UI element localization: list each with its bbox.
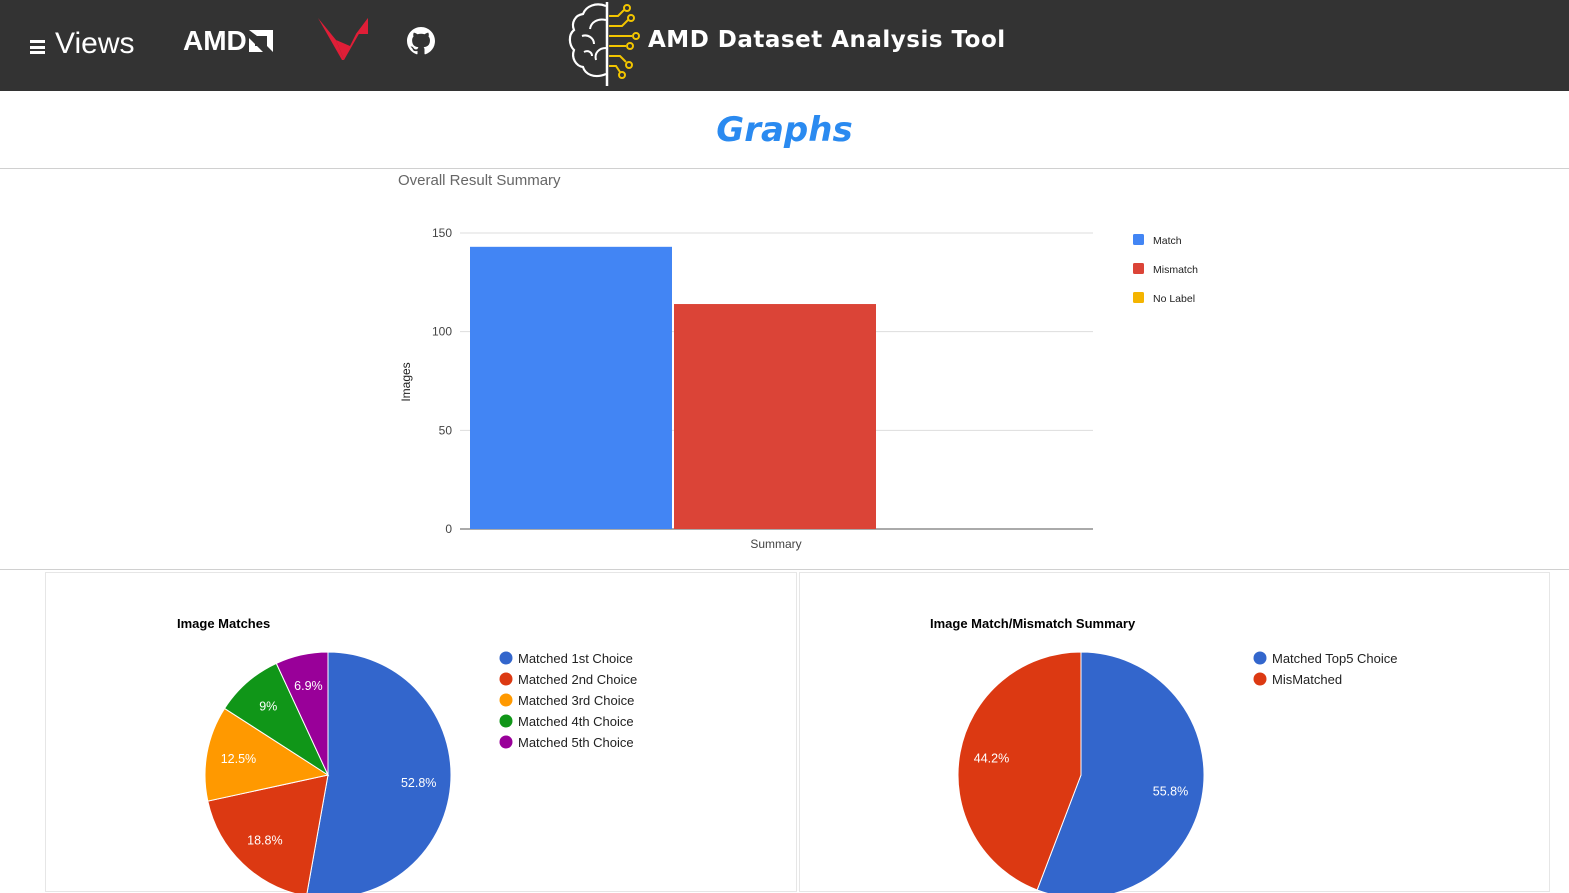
legend-label: Matched 4th Choice <box>518 714 634 729</box>
legend-swatch <box>499 714 513 728</box>
legend-label: MisMatched <box>1272 672 1342 687</box>
pie-slice <box>204 707 330 802</box>
legend-swatch <box>1253 651 1267 665</box>
legend-swatch <box>1133 263 1144 274</box>
legend-swatch <box>499 672 513 686</box>
pie-slice-label: 52.8% <box>401 776 436 790</box>
page-heading: Graphs <box>716 110 853 150</box>
brain-circuit-logo-icon <box>568 2 640 86</box>
pie-slice-label: 18.8% <box>247 834 282 848</box>
amd-logo-link[interactable]: AMD <box>183 25 273 56</box>
radeon-logo-icon[interactable] <box>316 16 370 62</box>
top-navbar: Views AMD AMD Dataset Analysis Tool <box>0 0 1569 91</box>
pie-slice-label: 44.2% <box>974 752 1009 766</box>
legend-swatch <box>499 693 513 707</box>
pie-slice <box>207 774 329 893</box>
legend-label: No Label <box>1153 293 1195 305</box>
legend-swatch <box>499 651 513 665</box>
legend-swatch <box>1253 672 1267 686</box>
bar-mismatch <box>674 304 876 529</box>
amd-logo-text: AMD <box>183 25 247 56</box>
views-label: Views <box>55 27 135 60</box>
pie-slice-label: 12.5% <box>221 752 256 766</box>
legend-label: Matched 5th Choice <box>518 735 634 750</box>
bar-match <box>470 246 672 529</box>
bar-chart-y-axis-label: Images <box>399 362 413 401</box>
divider <box>0 168 1569 169</box>
y-tick-label: 150 <box>432 226 452 240</box>
legend-label: Match <box>1153 235 1182 247</box>
pie-slice-label: 9% <box>259 699 277 713</box>
bar-chart-title: Overall Result Summary <box>398 172 561 189</box>
app-title: AMD Dataset Analysis Tool <box>648 27 1006 53</box>
legend-label: Matched 1st Choice <box>518 651 633 666</box>
pie-slice <box>275 651 329 776</box>
image-matches-pie-chart: Image Matches 52.8% 18.8% 12.5% 9% 6.9% Matc… <box>177 616 637 893</box>
legend-swatch <box>1133 292 1144 303</box>
image-match-mismatch-summary-card: Image Match/Mismatch Summary 55.8% 44.2% … <box>799 572 1550 893</box>
amd-arrow-icon <box>248 30 273 52</box>
legend-swatch <box>499 735 513 749</box>
legend-swatch <box>1133 234 1144 245</box>
views-menu-button[interactable]: Views <box>30 24 134 64</box>
hamburger-icon <box>30 40 45 54</box>
y-tick-label: 0 <box>445 522 452 536</box>
y-tick-label: 50 <box>439 423 453 437</box>
pie-slice <box>957 651 1082 891</box>
pie-chart-title: Image Matches <box>177 616 270 631</box>
image-match-mismatch-pie-chart: Image Match/Mismatch Summary 55.8%44.2% … <box>930 616 1398 893</box>
overall-result-summary-chart: 0 50 100 150 Match Mismatch No Label Overall … <box>398 172 1198 551</box>
github-icon[interactable] <box>407 27 435 55</box>
pie-slice <box>306 651 452 893</box>
pie-slice <box>1036 651 1205 893</box>
legend-label: Mismatch <box>1153 264 1198 276</box>
divider <box>0 569 1569 570</box>
legend-label: Matched 3rd Choice <box>518 693 634 708</box>
pie-chart-title: Image Match/Mismatch Summary <box>930 616 1136 631</box>
pie-slice-label: 6.9% <box>294 679 323 693</box>
image-matches-card: Image Matches 52.8% 18.8% 12.5% 9% 6.9% Matc… <box>45 572 797 893</box>
legend-label: Matched Top5 Choice <box>1272 651 1398 666</box>
y-tick-label: 100 <box>432 325 452 339</box>
pie-slice-label: 55.8% <box>1153 784 1188 798</box>
legend-label: Matched 2nd Choice <box>518 672 637 687</box>
bar-chart-x-axis-label: Summary <box>750 537 801 551</box>
